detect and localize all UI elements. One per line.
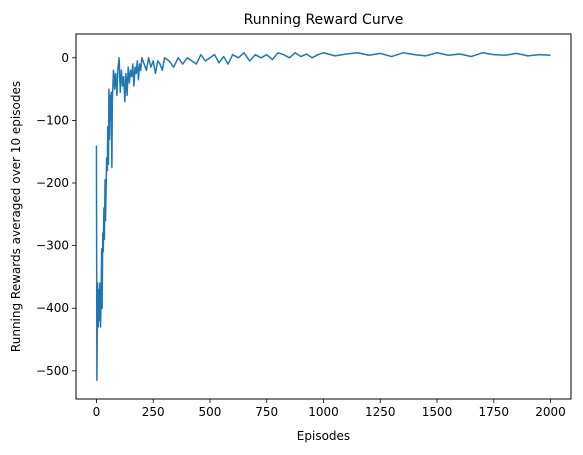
y-tick-label: −400 <box>36 301 69 315</box>
x-tick-label: 500 <box>199 405 222 419</box>
plot-area <box>95 52 551 381</box>
y-tick-label: −500 <box>36 364 69 378</box>
y-axis-label: Running Rewards averaged over 10 episode… <box>9 81 23 352</box>
axes-frame <box>75 33 572 400</box>
x-tick-label: 2000 <box>535 405 566 419</box>
y-axis: −500 −400 −300 −200 −100 0 <box>36 51 76 378</box>
y-tick-label: −200 <box>36 176 69 190</box>
y-tick-label: 0 <box>61 51 69 65</box>
x-axis-label: Episodes <box>297 429 350 443</box>
x-tick-label: 1500 <box>422 405 453 419</box>
x-tick-label: 1750 <box>479 405 510 419</box>
x-tick-label: 1250 <box>365 405 396 419</box>
chart-title: Running Reward Curve <box>244 12 404 28</box>
x-tick-label: 1000 <box>308 405 339 419</box>
series-line <box>95 52 551 381</box>
y-tick-label: −300 <box>36 239 69 253</box>
x-tick-label: 0 <box>93 405 101 419</box>
x-tick-label: 250 <box>142 405 165 419</box>
x-tick-label: 750 <box>255 405 278 419</box>
y-tick-label: −100 <box>36 113 69 127</box>
x-axis: 0 250 500 750 1000 1250 1500 1750 2000 <box>93 399 566 419</box>
